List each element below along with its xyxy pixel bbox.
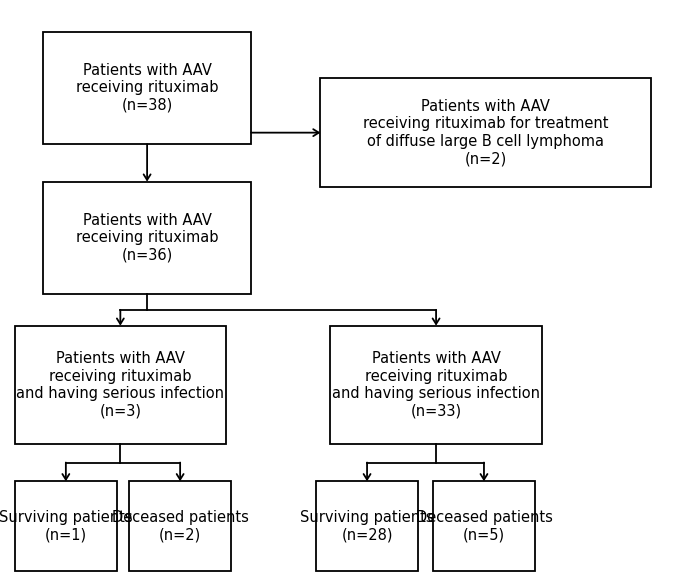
- Text: Deceased patients
(n=2): Deceased patients (n=2): [112, 510, 249, 542]
- Text: Patients with AAV
receiving rituximab
and having serious infection
(n=3): Patients with AAV receiving rituximab an…: [16, 351, 224, 418]
- FancyBboxPatch shape: [433, 481, 535, 570]
- FancyBboxPatch shape: [129, 481, 231, 570]
- Text: Deceased patients
(n=5): Deceased patients (n=5): [416, 510, 553, 542]
- Text: Surviving patients
(n=28): Surviving patients (n=28): [300, 510, 434, 542]
- Text: Patients with AAV
receiving rituximab
and having serious infection
(n=33): Patients with AAV receiving rituximab an…: [332, 351, 540, 418]
- FancyBboxPatch shape: [330, 326, 542, 444]
- Text: Patients with AAV
receiving rituximab for treatment
of diffuse large B cell lymp: Patients with AAV receiving rituximab fo…: [363, 99, 609, 166]
- Text: Patients with AAV
receiving rituximab
(n=38): Patients with AAV receiving rituximab (n…: [76, 63, 218, 113]
- FancyBboxPatch shape: [43, 32, 251, 144]
- FancyBboxPatch shape: [321, 78, 651, 188]
- FancyBboxPatch shape: [43, 182, 251, 294]
- FancyBboxPatch shape: [316, 481, 419, 570]
- FancyBboxPatch shape: [15, 481, 117, 570]
- FancyBboxPatch shape: [15, 326, 226, 444]
- Text: Patients with AAV
receiving rituximab
(n=36): Patients with AAV receiving rituximab (n…: [76, 213, 218, 263]
- Text: Surviving patients
(n=1): Surviving patients (n=1): [0, 510, 133, 542]
